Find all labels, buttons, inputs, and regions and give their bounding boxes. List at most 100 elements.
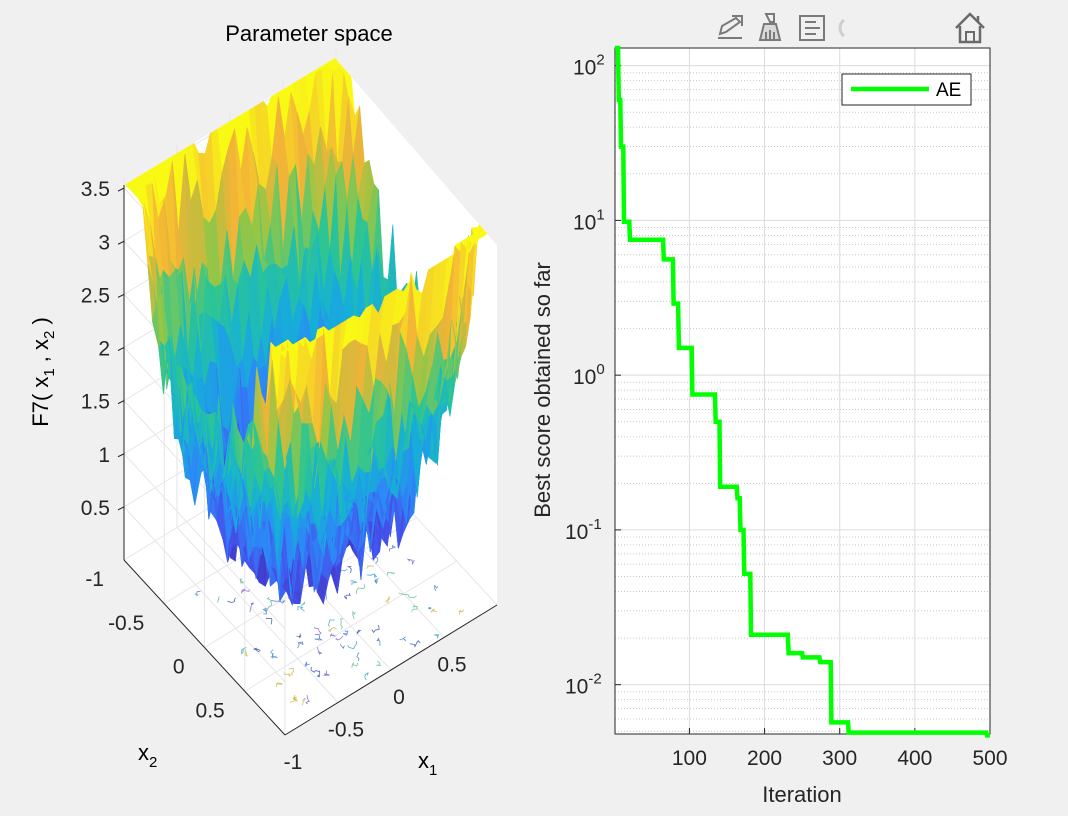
contour-line [356,652,360,661]
x-tick-label: -0.5 [328,719,364,742]
contour-line [428,606,432,610]
y-tick-label: 102 [573,52,605,80]
contour-line [364,671,369,681]
axes-toolbar [708,8,998,48]
contour-line [317,647,322,655]
home-icon[interactable] [955,12,985,44]
contour-line [340,618,344,630]
x-tick-label: 0 [393,686,405,709]
contour-line [270,649,274,659]
contour-line [317,670,321,678]
contour-line [356,629,362,635]
contour-line [302,697,306,706]
y-tick-label: 10-1 [565,516,602,544]
brush-icon[interactable] [758,13,782,41]
surface-mesh [124,58,497,607]
contour-line [356,584,366,595]
contour-line [194,591,201,597]
contour-line [265,617,273,625]
legend[interactable]: AE [841,73,972,106]
y-axis-label: Best score obtained so far [530,262,555,518]
contour-line [239,578,245,584]
contour-line [434,584,439,592]
z-tick-label: 1 [98,444,110,467]
x-axis-label: x1 [418,748,437,779]
surface-axes[interactable]: Parameter space 0.511.522.533.5 -1-0.500… [0,0,540,816]
contour-line [327,627,337,633]
contour-line [388,544,396,552]
contour-line [217,596,220,603]
y-tick-label: 0 [173,656,185,679]
z-tick-mark [117,240,125,245]
y-axis-line [123,559,286,736]
z-tick-mark [117,453,125,458]
contour-line [270,600,286,604]
contour-line [322,670,330,676]
contour-line [375,660,382,666]
contour-line [376,637,381,646]
contour-line [227,597,236,604]
contour-line [310,666,320,673]
plot-area [615,48,990,734]
contour-line [374,578,379,585]
contour-line [434,634,440,639]
x-tick-label: 500 [972,747,1007,770]
pan-icon[interactable] [838,18,846,38]
x-tick-labels: 100 200 300 400 500 [672,747,1008,770]
x-tick-label: 300 [822,747,857,770]
y-tick-labels: 102 101 100 10-1 10-2 [565,52,605,699]
contour-line [266,596,272,603]
contour-line [350,580,358,585]
contour-line [296,633,302,639]
contour-line [409,640,421,648]
z-tick-mark [117,293,125,298]
convergence-axes[interactable]: 100 200 300 400 500 102 101 100 10-1 10-2 AE Ite… [530,45,1008,807]
surface-patch [485,222,497,232]
contour-line [283,672,291,677]
contour-line [304,660,310,667]
x-ticks: -1 -0.5 0 0.5 [284,654,467,775]
z-axis-label: F7( x1 , x2 ) [28,317,58,427]
surface-title: Parameter space [225,21,393,46]
z-tick-label: 1.5 [81,391,110,414]
x-tick-label: 100 [672,747,707,770]
contour-line [314,634,323,641]
contour-line [262,607,268,615]
z-tick-label: 3 [98,231,110,254]
contour-line [335,635,344,641]
x-tick-label: 0.5 [437,654,466,677]
contour-line [313,627,322,636]
contour-line [343,592,351,600]
contour-line [398,592,417,598]
z-tick-mark [117,187,125,192]
contour-line [347,566,352,574]
contour-line [297,641,304,649]
contour-line [244,649,248,657]
y-tick-label: 100 [573,361,605,389]
z-tick-label: 3.5 [81,178,110,201]
z-tick-label: 2.5 [81,284,110,307]
contour-line [406,558,415,566]
contour-line [366,573,378,579]
contour-line [241,646,247,655]
contour-line [457,609,464,616]
series-ae-line [615,45,990,738]
x-axis-label: Iteration [762,782,842,807]
contour-line [292,694,299,702]
contour-line [249,602,255,613]
x-tick-label: 400 [897,747,932,770]
y-tick-label: 101 [573,206,605,234]
export-icon[interactable] [718,15,743,39]
y-tick-label: 0.5 [196,699,225,722]
surface-patch [480,217,493,227]
contour-line [385,596,390,604]
contour-line [399,636,407,642]
x-tick-label: -1 [284,751,303,774]
plot-border [614,47,991,735]
contour-line [297,606,305,612]
contour-line [330,633,336,637]
z-tick-mark [117,347,125,351]
y-tick-label: 10-2 [565,671,602,699]
datatip-icon[interactable] [799,15,825,41]
contour-line [240,588,250,594]
